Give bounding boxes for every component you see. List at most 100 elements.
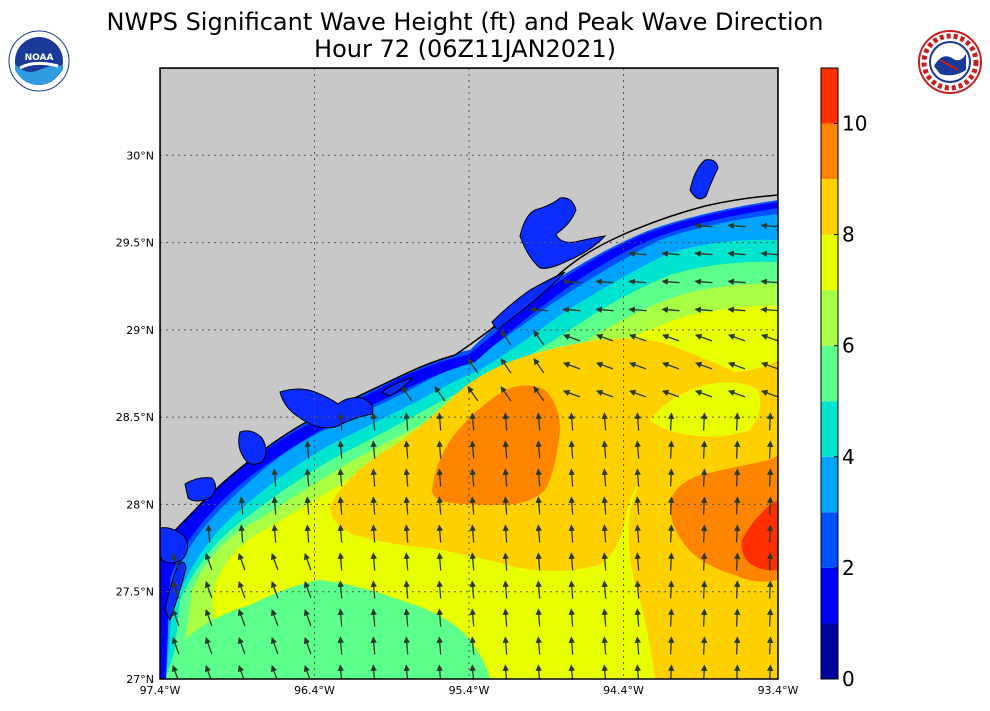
x-tick-label: 93.4°W <box>758 684 799 697</box>
direction-arrow <box>601 440 608 459</box>
direction-arrow <box>667 468 675 487</box>
direction-arrow <box>467 358 479 374</box>
direction-arrow <box>270 552 279 571</box>
direction-arrow <box>667 664 675 679</box>
direction-arrow <box>304 440 311 459</box>
direction-arrow <box>628 250 647 257</box>
colorbar-tick-label: 2 <box>842 556 855 580</box>
direction-arrow <box>733 524 741 543</box>
direction-arrow <box>733 412 741 431</box>
direction-arrow <box>727 278 746 285</box>
direction-arrow <box>304 468 311 487</box>
direction-arrow <box>237 580 246 599</box>
direction-arrow <box>467 386 479 402</box>
direction-arrow <box>562 361 581 370</box>
direction-arrow <box>700 580 708 599</box>
west-bay-strip <box>491 271 566 331</box>
direction-arrow <box>403 468 410 487</box>
direction-arrow <box>601 468 608 487</box>
direction-arrow <box>270 664 278 679</box>
direction-arrow <box>700 608 708 627</box>
colorbar-segment <box>821 456 838 513</box>
direction-arrow <box>238 524 245 543</box>
direction-arrow <box>694 278 713 285</box>
direction-arrow <box>661 361 680 370</box>
direction-arrow <box>304 496 311 515</box>
direction-arrow <box>436 664 443 679</box>
direction-arrow <box>733 664 741 679</box>
direction-arrow <box>403 664 410 679</box>
colorbar-tick-label: 0 <box>842 667 855 691</box>
direction-arrow <box>634 412 641 431</box>
direction-arrow <box>700 468 708 487</box>
direction-arrow <box>634 468 641 487</box>
direction-arrow <box>568 412 575 431</box>
direction-arrow <box>304 524 311 543</box>
direction-arrow <box>535 580 542 599</box>
direction-arrow <box>562 278 581 285</box>
direction-arrow <box>634 496 641 515</box>
direction-arrow <box>766 580 774 599</box>
direction-arrow <box>436 524 443 543</box>
direction-arrow <box>760 306 778 313</box>
direction-arrow <box>760 333 778 342</box>
direction-arrow <box>601 412 608 431</box>
direction-arrow <box>237 608 246 627</box>
direction-arrow <box>502 608 509 627</box>
direction-arrow <box>337 664 344 679</box>
direction-arrow <box>760 278 778 285</box>
direction-arrow <box>469 664 476 679</box>
direction-arrow <box>502 636 509 655</box>
direction-arrow <box>700 440 708 459</box>
direction-arrow <box>469 580 476 599</box>
direction-arrow <box>370 468 377 487</box>
direction-arrow <box>562 333 581 342</box>
direction-arrow <box>700 412 708 431</box>
direction-arrow <box>370 552 377 571</box>
colorbar-segment <box>821 512 838 568</box>
direction-arrow <box>766 468 774 487</box>
direction-arrow <box>634 664 641 679</box>
direction-arrow <box>204 664 212 679</box>
direction-arrow <box>667 552 675 571</box>
x-tick-label: 95.4°W <box>449 684 490 697</box>
direction-arrow <box>667 524 675 543</box>
direction-arrow <box>171 664 179 679</box>
direction-arrow <box>733 440 741 459</box>
colorbar-segment <box>821 567 838 624</box>
direction-arrow <box>436 468 443 487</box>
direction-arrow <box>595 333 614 342</box>
y-tick-label: 28.5°N <box>116 411 154 424</box>
direction-arrow <box>760 361 778 370</box>
direction-arrow <box>661 333 680 342</box>
direction-arrow <box>370 664 377 679</box>
wave-band-orange-central <box>432 385 560 505</box>
y-tick-label: 29°N <box>126 324 154 337</box>
direction-arrow <box>727 333 746 342</box>
direction-arrow <box>568 468 575 487</box>
direction-arrow <box>568 636 575 655</box>
direction-arrow <box>667 440 675 459</box>
y-tick-label: 27.5°N <box>116 586 154 599</box>
direction-arrow <box>628 389 647 398</box>
direction-arrow <box>533 358 545 374</box>
direction-arrow <box>535 440 542 459</box>
nws-logo <box>918 30 982 94</box>
direction-arrow <box>502 552 509 571</box>
map-subtitle: Hour 72 (06Z11JAN2021) <box>314 35 616 63</box>
direction-arrow <box>502 664 509 679</box>
direction-arrow <box>568 440 575 459</box>
direction-arrow <box>403 608 410 627</box>
direction-arrow <box>271 496 278 515</box>
direction-arrow <box>502 412 509 431</box>
colorbar-tick-label: 8 <box>842 223 855 247</box>
direction-arrow <box>562 306 581 313</box>
direction-arrow <box>694 389 713 398</box>
direction-arrow <box>303 636 312 655</box>
direction-arrow <box>667 496 675 515</box>
direction-arrow <box>694 361 713 370</box>
direction-arrow <box>727 250 746 257</box>
colorbar-frame <box>820 67 839 680</box>
wave-band-coastal-dark <box>160 202 778 679</box>
direction-arrow <box>436 608 443 627</box>
